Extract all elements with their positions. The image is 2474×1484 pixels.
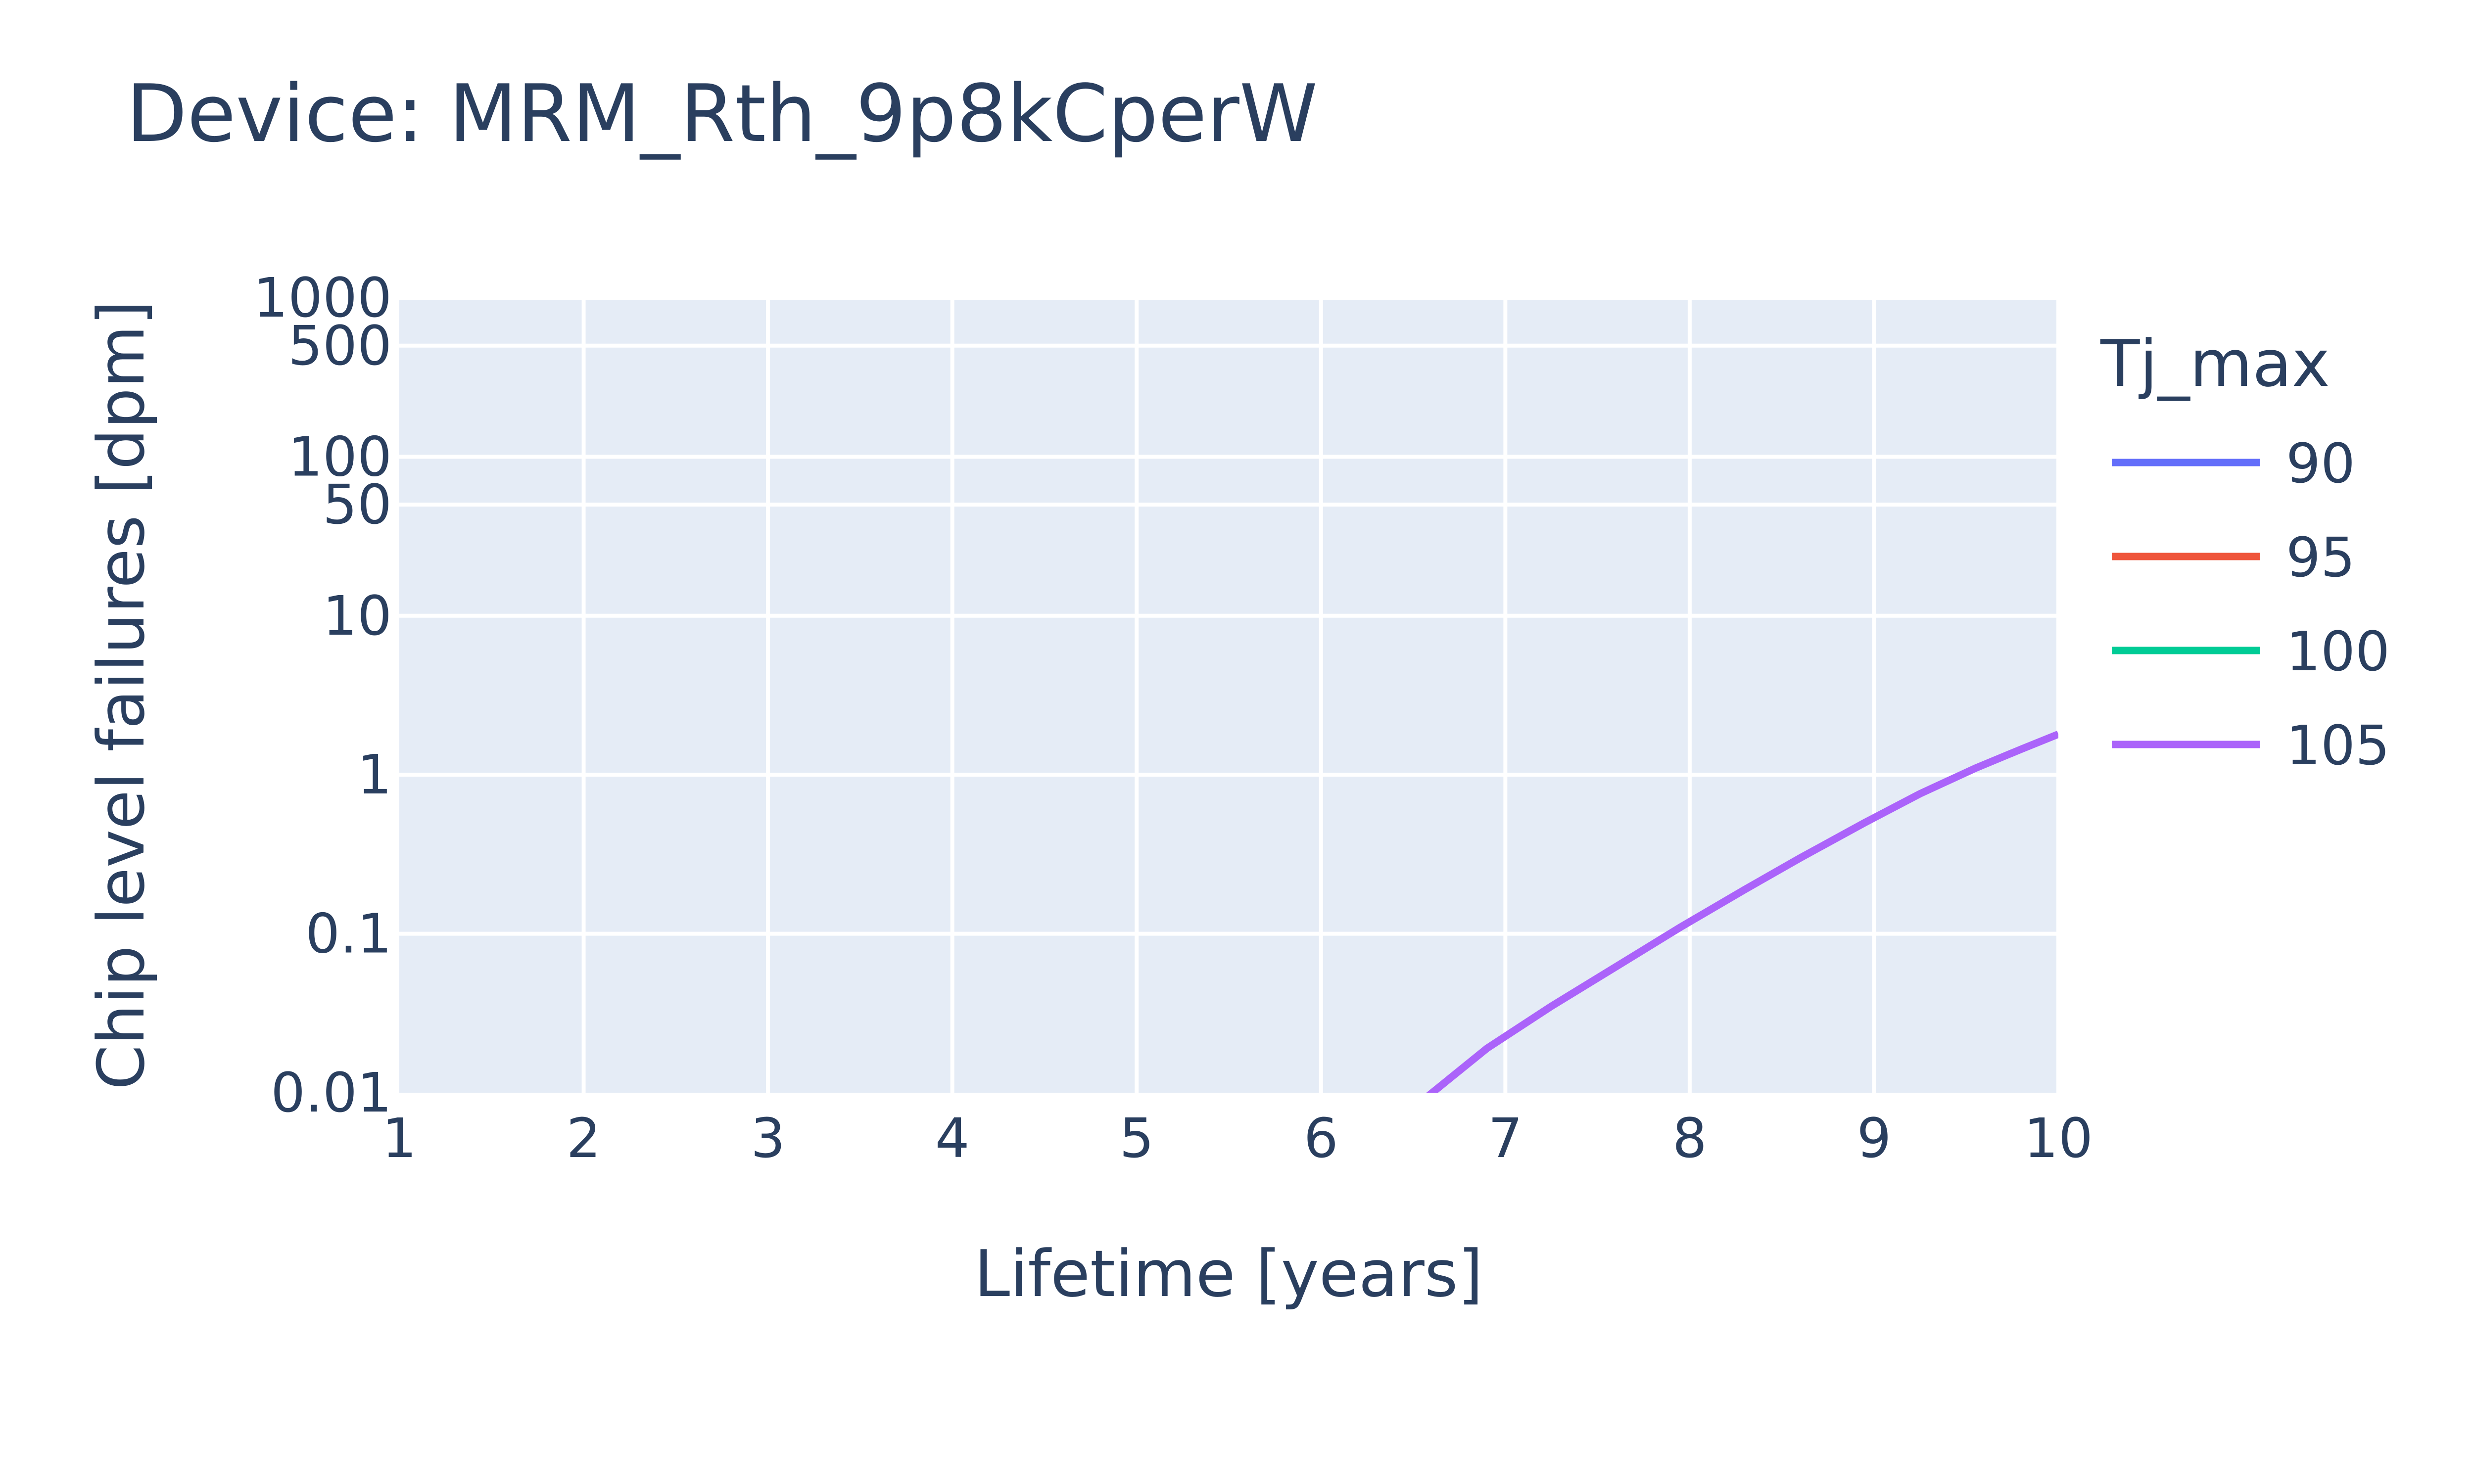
x-tick-label: 10 bbox=[2024, 1107, 2093, 1170]
legend: Tj_max 90 95 100 105 bbox=[2100, 326, 2390, 777]
legend-item-label: 95 bbox=[2286, 526, 2355, 589]
y-tick-label: 0.1 bbox=[305, 902, 392, 966]
x-tick-label: 4 bbox=[935, 1107, 970, 1170]
series-lines bbox=[1426, 731, 2058, 1093]
y-tick-label: 1 bbox=[357, 743, 392, 806]
series-line-105 bbox=[1426, 731, 2058, 1093]
x-tick-label: 8 bbox=[1672, 1107, 1707, 1170]
y-tick-label: 10 bbox=[323, 584, 392, 648]
x-tick-label: 7 bbox=[1488, 1107, 1522, 1170]
x-axis-label: Lifetime [years] bbox=[974, 1236, 1483, 1311]
y-tick-label: 50 bbox=[323, 473, 392, 536]
legend-item-label: 105 bbox=[2286, 714, 2390, 777]
y-tick-label: 500 bbox=[288, 314, 392, 377]
x-tick-label: 2 bbox=[567, 1107, 601, 1170]
y-gridlines bbox=[399, 296, 2058, 936]
legend-item-label: 90 bbox=[2286, 432, 2355, 495]
x-tick-label: 5 bbox=[1119, 1107, 1154, 1170]
x-tick-labels: 1 2 3 4 5 6 7 8 9 10 bbox=[382, 1107, 2093, 1170]
plot-area bbox=[399, 298, 2058, 1093]
x-gridlines bbox=[581, 298, 2060, 1093]
y-tick-label: 0.01 bbox=[271, 1061, 392, 1124]
legend-title: Tj_max bbox=[2100, 326, 2330, 401]
y-axis-label: Chip level failures [dpm] bbox=[84, 300, 159, 1090]
x-tick-label: 6 bbox=[1304, 1107, 1338, 1170]
legend-item-label: 100 bbox=[2286, 620, 2390, 683]
x-tick-label: 9 bbox=[1856, 1107, 1891, 1170]
x-tick-label: 1 bbox=[382, 1107, 417, 1170]
y-tick-label: 1000 bbox=[253, 266, 392, 329]
chart-title: Device: MRM_Rth_9p8kCperW bbox=[126, 67, 1318, 160]
y-tick-label: 100 bbox=[288, 425, 392, 488]
x-tick-label: 3 bbox=[751, 1107, 785, 1170]
